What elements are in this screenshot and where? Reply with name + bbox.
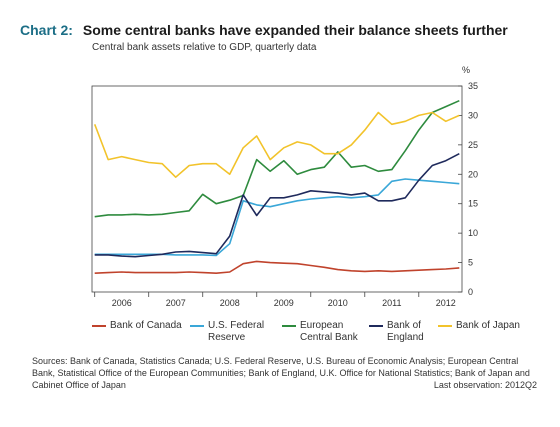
legend-label: Bank of England	[387, 320, 424, 343]
sources-note: Sources: Bank of Canada, Statistics Cana…	[32, 356, 530, 390]
y-tick-label: 5	[468, 258, 473, 268]
chart-title: Some central banks have expanded their b…	[82, 22, 508, 38]
series-line-bank-of-england	[94, 152, 460, 258]
x-tick-label: 2007	[166, 298, 186, 308]
y-tick-label: 15	[468, 199, 478, 209]
plot-frame	[91, 85, 463, 293]
legend-swatch	[92, 325, 106, 327]
series-line-european-central-bank	[94, 99, 460, 218]
y-tick-label: 10	[468, 228, 478, 238]
x-tick-label: 2012	[436, 298, 456, 308]
y-tick-label: 20	[468, 169, 478, 179]
legend-label: Bank of Japan	[456, 320, 520, 331]
y-tick-label: 30	[468, 110, 478, 120]
series-line-bank-of-japan	[93, 111, 460, 178]
y-tick-label: 0	[468, 287, 473, 297]
chart-subtitle: Central bank assets relative to GDP, qua…	[92, 42, 317, 53]
last-observation-note: Last observation: 2012Q2	[433, 380, 537, 390]
y-tick-label: 35	[468, 81, 478, 91]
x-tick-label: 2009	[274, 298, 294, 308]
y-axis-unit: %	[462, 65, 471, 75]
legend-swatch	[190, 325, 204, 327]
x-tick-label: 2011	[382, 298, 401, 308]
y-tick-label: 25	[468, 140, 478, 150]
legend-label: European Central Bank	[300, 320, 358, 343]
legend-label: Bank of Canada	[110, 320, 182, 331]
legend-swatch	[369, 325, 383, 327]
series-line-bank-of-canada	[94, 260, 460, 275]
series-line-u-s-federal-reserve	[94, 178, 460, 257]
x-tick-label: 2008	[220, 298, 240, 308]
legend-label: U.S. Federal Reserve	[208, 320, 265, 343]
chart-header: Chart 2: Some central banks have expanded…	[20, 22, 508, 38]
chart-footer: Sources: Bank of Canada, Statistics Cana…	[32, 355, 537, 391]
chart-number: Chart 2:	[20, 22, 73, 38]
x-tick-label: 2010	[328, 298, 348, 308]
legend-swatch	[282, 325, 296, 327]
x-tick-label: 2006	[112, 298, 132, 308]
legend-swatch	[438, 325, 452, 327]
